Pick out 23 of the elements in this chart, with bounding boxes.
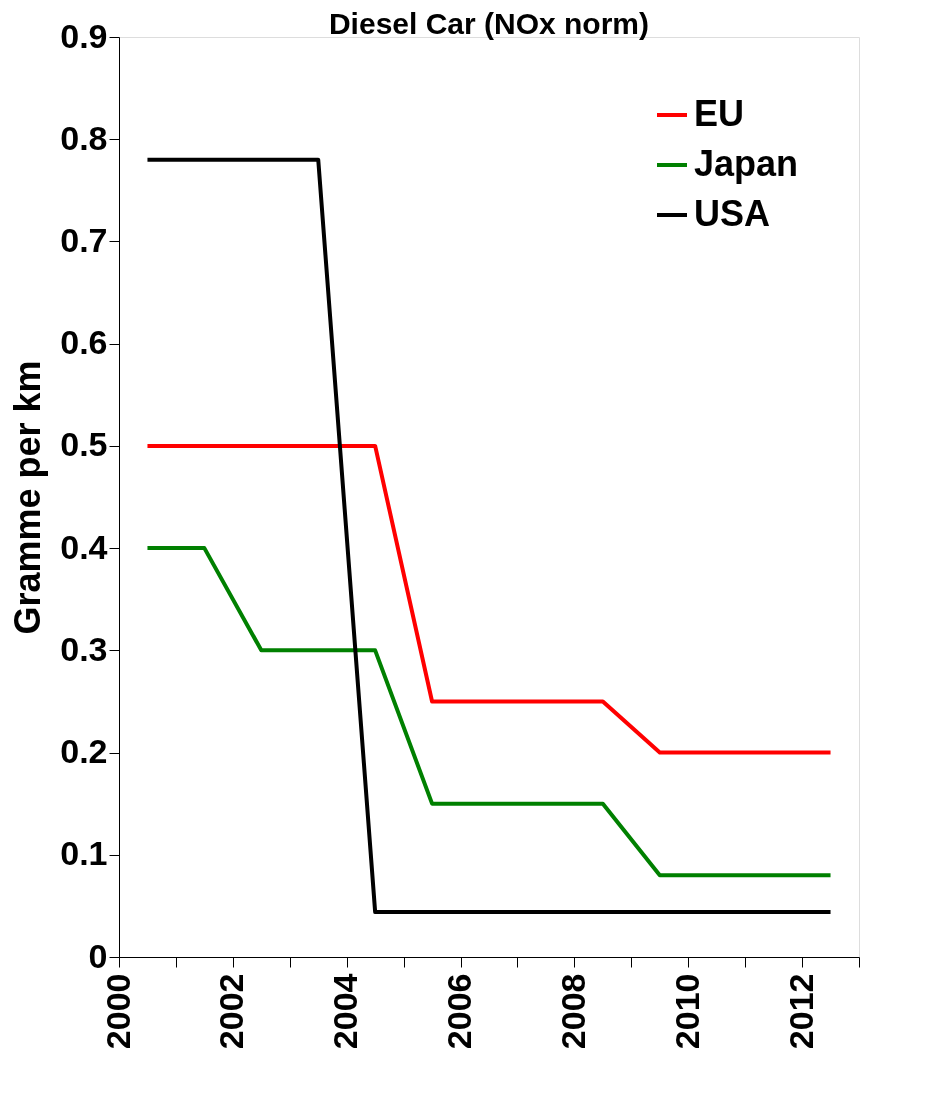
y-tick-label: 0.4 xyxy=(60,527,108,566)
y-axis-title: Gramme per km xyxy=(7,360,49,635)
x-tick-label: 2010 xyxy=(667,973,706,1050)
y-tick-label: 0.9 xyxy=(60,16,108,55)
legend-label: USA xyxy=(694,193,771,234)
y-tick-label: 0.3 xyxy=(60,629,108,668)
x-tick-label: 2000 xyxy=(98,973,137,1050)
y-tick-label: 0.2 xyxy=(60,732,108,771)
legend-label: Japan xyxy=(694,143,799,184)
y-tick-label: 0.6 xyxy=(60,323,108,362)
x-tick-label: 2006 xyxy=(440,973,479,1050)
line-series xyxy=(145,546,833,878)
y-tick-label: 0 xyxy=(88,936,108,975)
x-tick-label: 2008 xyxy=(553,973,592,1050)
y-tick-label: 0.5 xyxy=(60,425,108,464)
y-tick-label: 0.7 xyxy=(60,220,108,259)
y-tick-label: 0.8 xyxy=(60,118,108,157)
legend-label: EU xyxy=(694,93,745,134)
chart-title: Diesel Car (NOx norm) xyxy=(328,7,650,40)
x-tick-label: 2012 xyxy=(781,973,820,1050)
x-tick-label: 2002 xyxy=(212,973,251,1050)
x-tick-label: 2004 xyxy=(326,973,365,1050)
y-tick-label: 0.1 xyxy=(60,834,108,873)
